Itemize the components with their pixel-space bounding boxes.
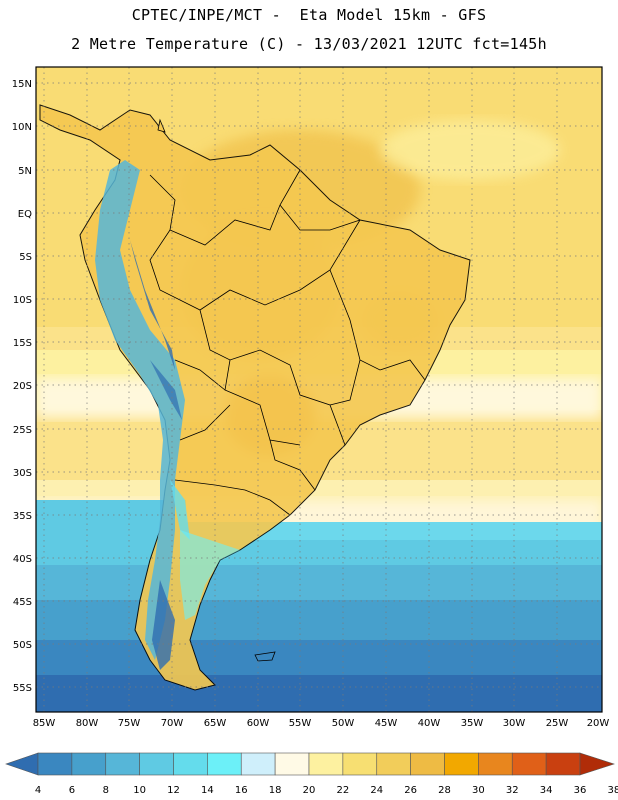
lon-label: 35W [461,718,484,729]
legend-value: 20 [303,785,316,796]
lon-label: 45W [375,718,398,729]
graticule [36,67,602,712]
lat-label: 10N [12,122,32,133]
lon-label: 50W [332,718,355,729]
legend-value: 10 [133,785,146,796]
lat-label: 40S [13,554,32,565]
legend-swatch [478,752,513,776]
legend-swatch [207,752,242,776]
lon-label: 80W [76,718,99,729]
legend-value: 16 [235,785,248,796]
legend-value: 26 [404,785,417,796]
latitude-labels: 15N 10N 5N EQ 5S 10S 15S 20S 25S 30S 35S 40S 45S 50S 5… [12,79,32,694]
legend-value: 30 [472,785,485,796]
legend-value: 4 [35,785,41,796]
lat-label: 25S [13,425,32,436]
legend-swatch [173,752,208,776]
legend-swatch [444,752,479,776]
lat-label: 35S [13,511,32,522]
legend-swatch [511,752,547,776]
map-frame [35,66,603,713]
legend-swatch [376,752,411,776]
lat-label: EQ [18,209,32,220]
legend-value: 8 [103,785,109,796]
lon-label: 60W [247,718,270,729]
lat-label: 55S [13,683,32,694]
lon-label: 20W [587,718,610,729]
lon-label: 70W [161,718,184,729]
lat-label: 15N [12,79,32,90]
lat-label: 15S [13,338,32,349]
legend-swatch [342,752,378,776]
legend-swatch [105,752,140,776]
lon-label: 55W [289,718,312,729]
legend-arrow-high [579,752,615,776]
lon-label: 25W [546,718,569,729]
legend-swatch [545,752,581,776]
legend-swatch [71,752,107,776]
lat-label: 45S [13,597,32,608]
legend-swatch [240,752,276,776]
map-title-line-1: CPTEC/INPE/MCT - Eta Model 15km - GFS [131,6,487,24]
lon-label: 75W [118,718,141,729]
legend-swatch [37,752,73,776]
longitude-labels: 85W 80W 75W 70W 65W 60W 55W 50W 45W 40W 35W 30W 25W 2… [33,718,610,729]
legend-value: 28 [438,785,451,796]
legend-value: 36 [574,785,587,796]
lon-label: 85W [33,718,56,729]
lon-label: 30W [503,718,526,729]
lat-label: 5S [19,252,32,263]
map-title-line-2: 2 Metre Temperature (C) - 13/03/2021 12U… [71,35,547,53]
legend-value: 38 [608,785,618,796]
legend-value: 14 [201,785,214,796]
lat-label: 10S [13,295,32,306]
color-legend: 4 6 8 10 12 14 16 18 20 22 24 26 28 30 32 34 36 38 [5,752,618,796]
legend-swatch [139,752,174,776]
legend-value: 22 [337,785,350,796]
andes-cold-strip [95,160,185,660]
legend-swatch [274,752,310,776]
lon-label: 65W [204,718,227,729]
legend-swatch [410,752,445,776]
lat-label: 5N [18,166,32,177]
lat-label: 30S [13,468,32,479]
legend-value: 18 [269,785,282,796]
lon-label: 40W [418,718,441,729]
lat-label: 50S [13,640,32,651]
legend-swatch [308,752,344,776]
country-borders [149,169,426,516]
legend-arrow-low [5,752,39,776]
temperature-map: 15N 10N 5N EQ 5S 10S 15S 20S 25S 30S 35S 40S 45S 50S 5… [12,66,610,729]
legend-value: 32 [506,785,519,796]
legend-value: 34 [540,785,553,796]
lat-label: 20S [13,381,32,392]
map-field [36,67,602,712]
legend-value: 12 [167,785,180,796]
legend-value: 24 [370,785,383,796]
legend-value: 6 [69,785,75,796]
